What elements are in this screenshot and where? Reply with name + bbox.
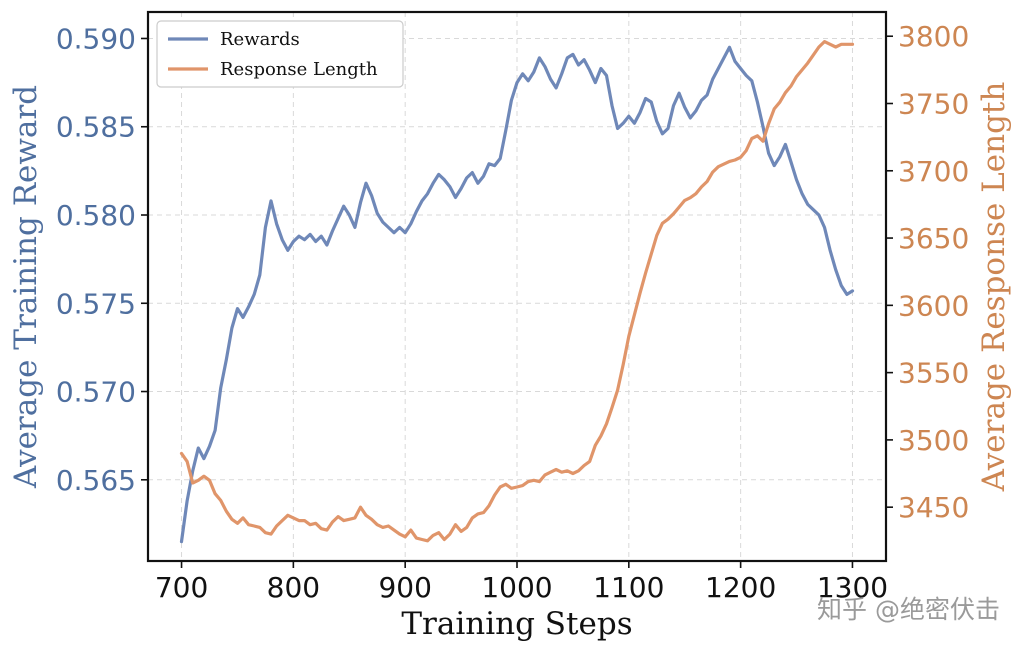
left-y-tick-label: 0.580 — [56, 199, 136, 232]
legend: Rewards Response Length — [156, 20, 404, 88]
right-y-tick-label: 3600 — [898, 289, 969, 322]
right-y-axis-title: Average Response Length — [976, 82, 1012, 493]
x-tick-label: 1100 — [593, 571, 664, 604]
legend-box — [156, 20, 404, 88]
right-y-tick-label: 3800 — [898, 20, 969, 53]
tick-marks-and-labels: 700 800 900 1000 1100 1200 1300 0.565 0.570 0.575… — [56, 20, 969, 604]
x-tick-label: 900 — [378, 571, 431, 604]
right-y-tick-label: 3700 — [898, 155, 969, 188]
left-y-axis-title: Average Training Reward — [8, 85, 44, 489]
x-tick-label: 1000 — [481, 571, 552, 604]
x-tick-label: 800 — [267, 571, 320, 604]
x-tick-label: 1300 — [817, 571, 888, 604]
right-y-tick-label: 3500 — [898, 424, 969, 457]
right-y-tick-label: 3650 — [898, 222, 969, 255]
grid — [148, 12, 886, 561]
right-y-tick-label: 3550 — [898, 357, 969, 390]
x-tick-label: 1200 — [705, 571, 776, 604]
right-y-tick-label: 3450 — [898, 491, 969, 524]
series-lines — [179, 40, 855, 544]
legend-label-response-length: Response Length — [220, 59, 378, 80]
left-y-tick-label: 0.590 — [56, 22, 136, 55]
left-y-tick-label: 0.575 — [56, 287, 136, 320]
response-length-series-line — [179, 40, 855, 543]
left-y-tick-label: 0.570 — [56, 376, 136, 409]
watermark-text: 知乎 @绝密伏击 — [817, 595, 1000, 624]
rewards-series-line — [179, 45, 855, 544]
left-y-tick-label: 0.565 — [56, 464, 136, 497]
right-y-tick-label: 3750 — [898, 88, 969, 121]
legend-label-rewards: Rewards — [220, 29, 300, 50]
x-tick-label: 700 — [155, 571, 208, 604]
left-y-tick-label: 0.585 — [56, 111, 136, 144]
x-axis-title: Training Steps — [401, 606, 632, 642]
